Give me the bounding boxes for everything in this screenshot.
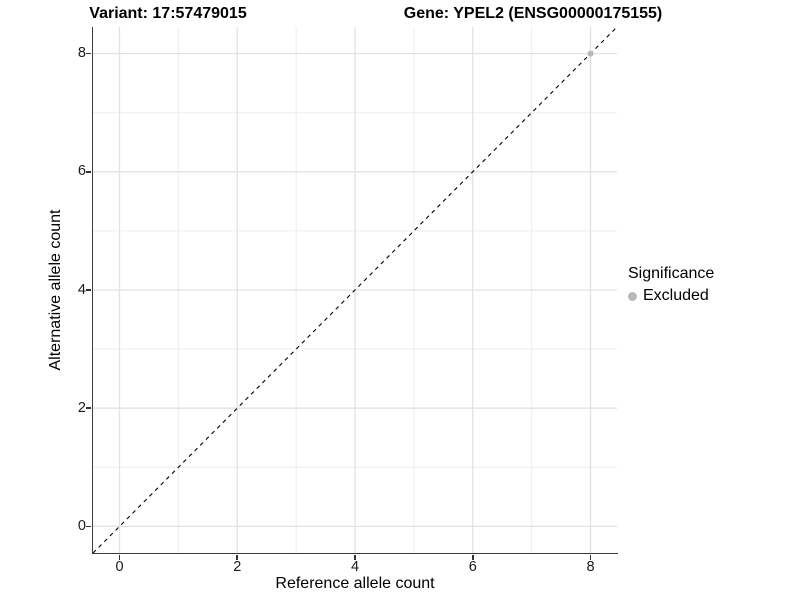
legend-title: Significance bbox=[628, 265, 715, 282]
y-tick-label: 8 bbox=[77, 45, 86, 62]
x-tick-label: 0 bbox=[115, 559, 124, 575]
y-axis-tick bbox=[86, 52, 91, 55]
x-tick-label: 2 bbox=[233, 559, 242, 575]
x-axis-tick bbox=[354, 554, 356, 560]
y-axis-tick bbox=[86, 525, 91, 528]
x-axis-line bbox=[91, 552, 618, 555]
x-tick-label: 8 bbox=[586, 559, 595, 575]
x-tick-label: 6 bbox=[468, 559, 477, 575]
data-point-excluded bbox=[587, 50, 594, 57]
y-tick-label: 4 bbox=[77, 281, 86, 298]
x-tick-label: 4 bbox=[350, 559, 360, 575]
plot-title-variant: Variant: 17:57479015 bbox=[89, 5, 247, 22]
plot-panel bbox=[93, 27, 617, 553]
x-axis-tick bbox=[589, 554, 592, 560]
y-axis-tick bbox=[86, 171, 91, 173]
y-tick-label: 0 bbox=[77, 517, 86, 534]
legend: Significance Excluded bbox=[628, 265, 714, 305]
y-tick-label: 2 bbox=[77, 399, 86, 416]
y-axis-line bbox=[91, 27, 94, 554]
identity-dashed-line bbox=[93, 27, 617, 553]
x-axis-title: Reference allele count bbox=[275, 575, 435, 592]
x-axis-tick bbox=[472, 554, 474, 560]
legend-item-label: Excluded bbox=[643, 287, 709, 304]
y-axis-tick bbox=[86, 289, 91, 291]
y-axis-title: Alternative allele count bbox=[47, 209, 64, 371]
x-axis-tick bbox=[118, 554, 121, 560]
y-tick-label: 6 bbox=[77, 163, 86, 180]
y-axis-tick bbox=[86, 407, 91, 409]
plot-title-gene: Gene: YPEL2 (ENSG00000175155) bbox=[403, 5, 663, 22]
x-axis-tick bbox=[236, 554, 238, 560]
legend-item-excluded: Excluded bbox=[628, 287, 714, 305]
legend-key-dot-icon bbox=[628, 291, 637, 301]
